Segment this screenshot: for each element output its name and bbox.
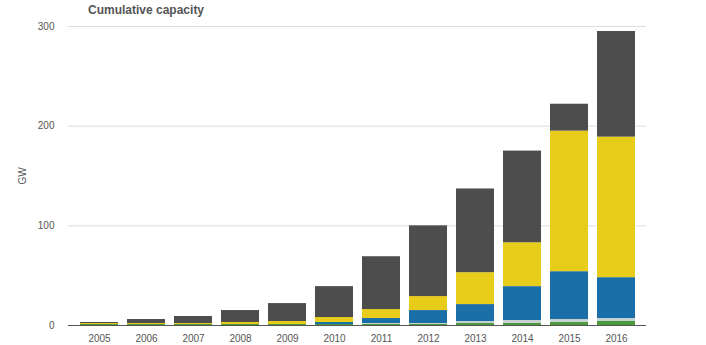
svg-text:2011: 2011 bbox=[371, 333, 393, 344]
svg-text:2012: 2012 bbox=[417, 333, 440, 344]
svg-text:0: 0 bbox=[49, 320, 55, 331]
svg-text:GW: GW bbox=[17, 167, 28, 185]
svg-text:200: 200 bbox=[38, 120, 55, 131]
svg-text:300: 300 bbox=[38, 21, 55, 32]
html-text:Cumulative capacity: Cumulative capacity bbox=[88, 3, 204, 17]
svg-text:2005: 2005 bbox=[88, 333, 111, 344]
svg-text:100: 100 bbox=[38, 220, 55, 231]
svg-text:2006: 2006 bbox=[135, 333, 158, 344]
svg-text:2016: 2016 bbox=[605, 333, 628, 344]
svg-text:2015: 2015 bbox=[558, 333, 581, 344]
svg-text:2010: 2010 bbox=[323, 333, 346, 344]
svg-text:2008: 2008 bbox=[229, 333, 252, 344]
svg-text:2013: 2013 bbox=[464, 333, 487, 344]
svg-text:2007: 2007 bbox=[182, 333, 205, 344]
svg-text:2014: 2014 bbox=[511, 333, 534, 344]
svg-text:2009: 2009 bbox=[276, 333, 299, 344]
